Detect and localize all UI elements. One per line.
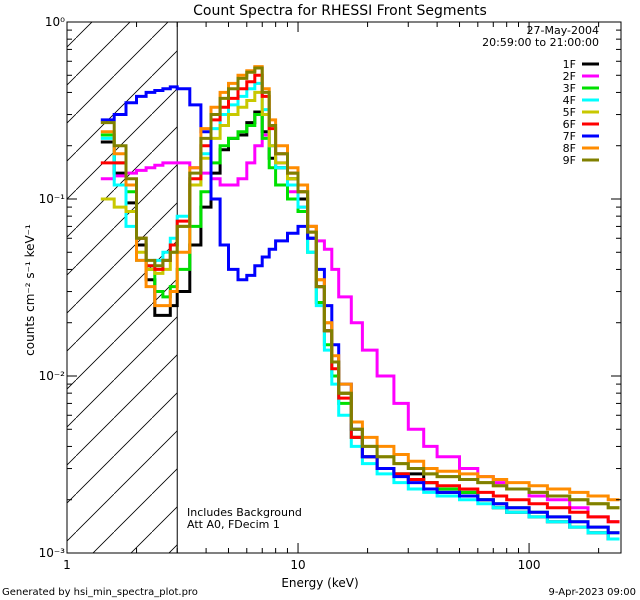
x-tick-label: 10 <box>290 558 305 572</box>
plot-frame <box>66 21 622 554</box>
footer-generated-by: Generated by hsi_min_spectra_plot.pro <box>2 587 198 598</box>
series-9F-line <box>100 66 620 510</box>
series-4F-line <box>100 81 620 541</box>
y-tick-label: 10⁰ <box>45 15 65 29</box>
plot-area <box>66 21 622 554</box>
x-tick-label: 100 <box>518 558 541 572</box>
annotation-attenuator: Att A0, FDecim 1 <box>187 518 280 531</box>
legend-label-3F: 3F <box>563 82 576 95</box>
y-tick-label: 10⁻¹ <box>39 192 66 206</box>
hatched-region <box>67 22 178 553</box>
series-7F-line <box>100 85 620 535</box>
y-tick-label: 10⁻³ <box>39 546 66 560</box>
footer-date: 9-Apr-2023 09:00 <box>549 587 636 598</box>
annotation-background: Includes Background <box>187 506 302 519</box>
legend-label-7F: 7F <box>563 130 576 143</box>
legend-label-6F: 6F <box>563 118 576 131</box>
date-label: 27-May-2004 <box>527 24 599 37</box>
y-axis-label: counts cm⁻² s⁻¹ keV⁻¹ <box>23 224 37 356</box>
series-layer <box>100 65 620 541</box>
x-axis-label: Energy (keV) <box>281 576 358 590</box>
series-8F-line <box>100 65 620 502</box>
y-tick-label: 10⁻² <box>39 369 66 383</box>
legend-label-4F: 4F <box>563 94 576 107</box>
legend-label-2F: 2F <box>563 70 576 83</box>
legend-label-9F: 9F <box>563 154 576 167</box>
legend-label-5F: 5F <box>563 106 576 119</box>
x-tick-label: 1 <box>63 558 71 572</box>
chart-title: Count Spectra for RHESSI Front Segments <box>193 3 487 19</box>
legend-label-1F: 1F <box>563 58 576 71</box>
ticks-layer <box>66 22 621 554</box>
series-2F-line <box>100 133 620 524</box>
time-range-label: 20:59:00 to 21:00:00 <box>482 36 599 49</box>
series-1F-line <box>100 110 620 541</box>
legend-label-8F: 8F <box>563 142 576 155</box>
